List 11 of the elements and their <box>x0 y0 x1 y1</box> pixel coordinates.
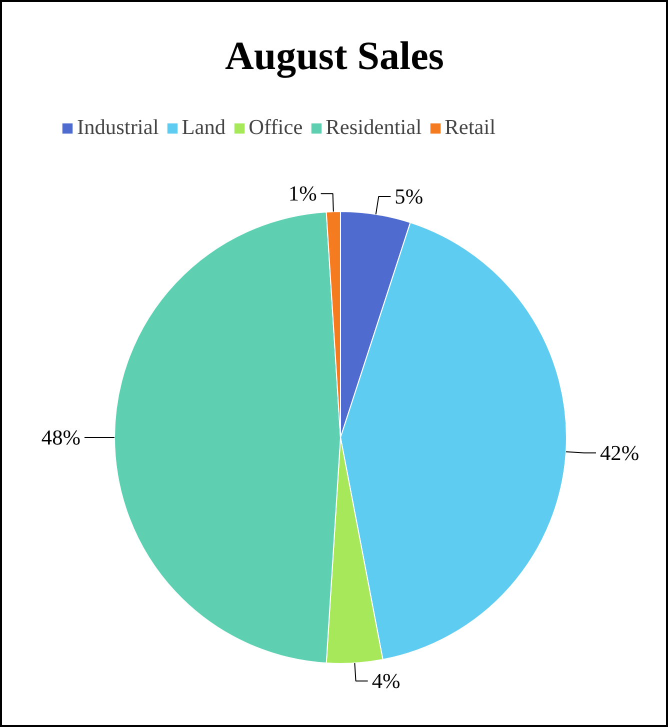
chart-title: August Sales <box>225 33 444 78</box>
legend-label: Industrial <box>77 115 159 140</box>
data-label: 5% <box>394 184 424 209</box>
legend-label: Land <box>182 115 226 140</box>
legend-label: Residential <box>326 115 422 140</box>
data-label: 42% <box>600 440 640 465</box>
legend-label: Office <box>248 115 303 140</box>
data-label: 4% <box>372 669 400 694</box>
legend-label: Retail <box>444 115 496 140</box>
data-label: 1% <box>288 182 318 206</box>
data-label: 48% <box>41 426 81 450</box>
